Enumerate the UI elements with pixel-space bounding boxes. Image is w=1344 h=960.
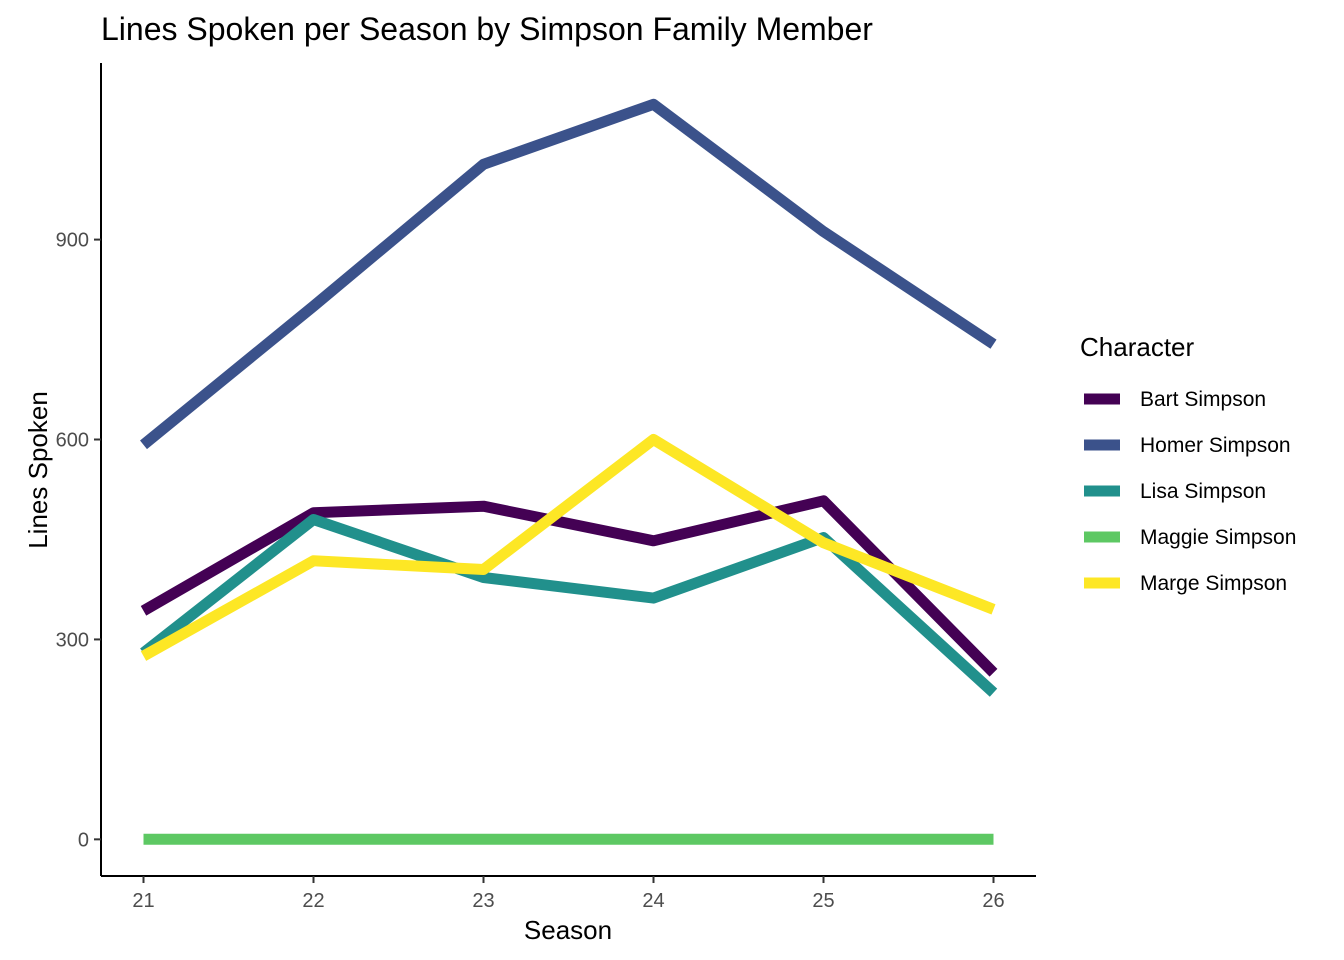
legend-label-lisa-simpson: Lisa Simpson	[1140, 480, 1266, 503]
chart-title: Lines Spoken per Season by Simpson Famil…	[101, 11, 873, 47]
y-ticks: 0 300 600 900	[56, 230, 101, 851]
legend-label-homer-simpson: Homer Simpson	[1140, 434, 1291, 457]
y-tick-label: 900	[56, 230, 89, 252]
series-line-bart-simpson	[140, 495, 998, 677]
series-line-homer-simpson	[140, 98, 997, 450]
x-ticks: 21 22 23 24 25 26	[132, 876, 1005, 912]
series-line-lisa-simpson	[140, 514, 998, 697]
legend: Character Bart Simpson Homer Simpson Lisa …	[1080, 332, 1296, 595]
legend-label-marge-simpson: Marge Simpson	[1140, 572, 1287, 595]
y-tick-label: 0	[78, 829, 89, 851]
y-axis-title: Lines Spoken	[23, 391, 53, 549]
y-tick-label: 300	[56, 629, 89, 651]
y-tick-label: 600	[56, 430, 89, 452]
legend-label-maggie-simpson: Maggie Simpson	[1140, 526, 1296, 549]
x-tick-label: 26	[982, 890, 1004, 912]
legend-label-bart-simpson: Bart Simpson	[1140, 388, 1266, 411]
x-tick-label: 25	[812, 890, 834, 912]
legend-title: Character	[1080, 332, 1194, 362]
x-tick-label: 21	[132, 890, 154, 912]
plot-lines	[140, 98, 998, 845]
x-axis-title: Season	[524, 915, 612, 945]
series-line-marge-simpson	[140, 434, 996, 661]
x-tick-label: 22	[302, 890, 324, 912]
x-tick-label: 24	[642, 890, 664, 912]
x-tick-label: 23	[472, 890, 494, 912]
